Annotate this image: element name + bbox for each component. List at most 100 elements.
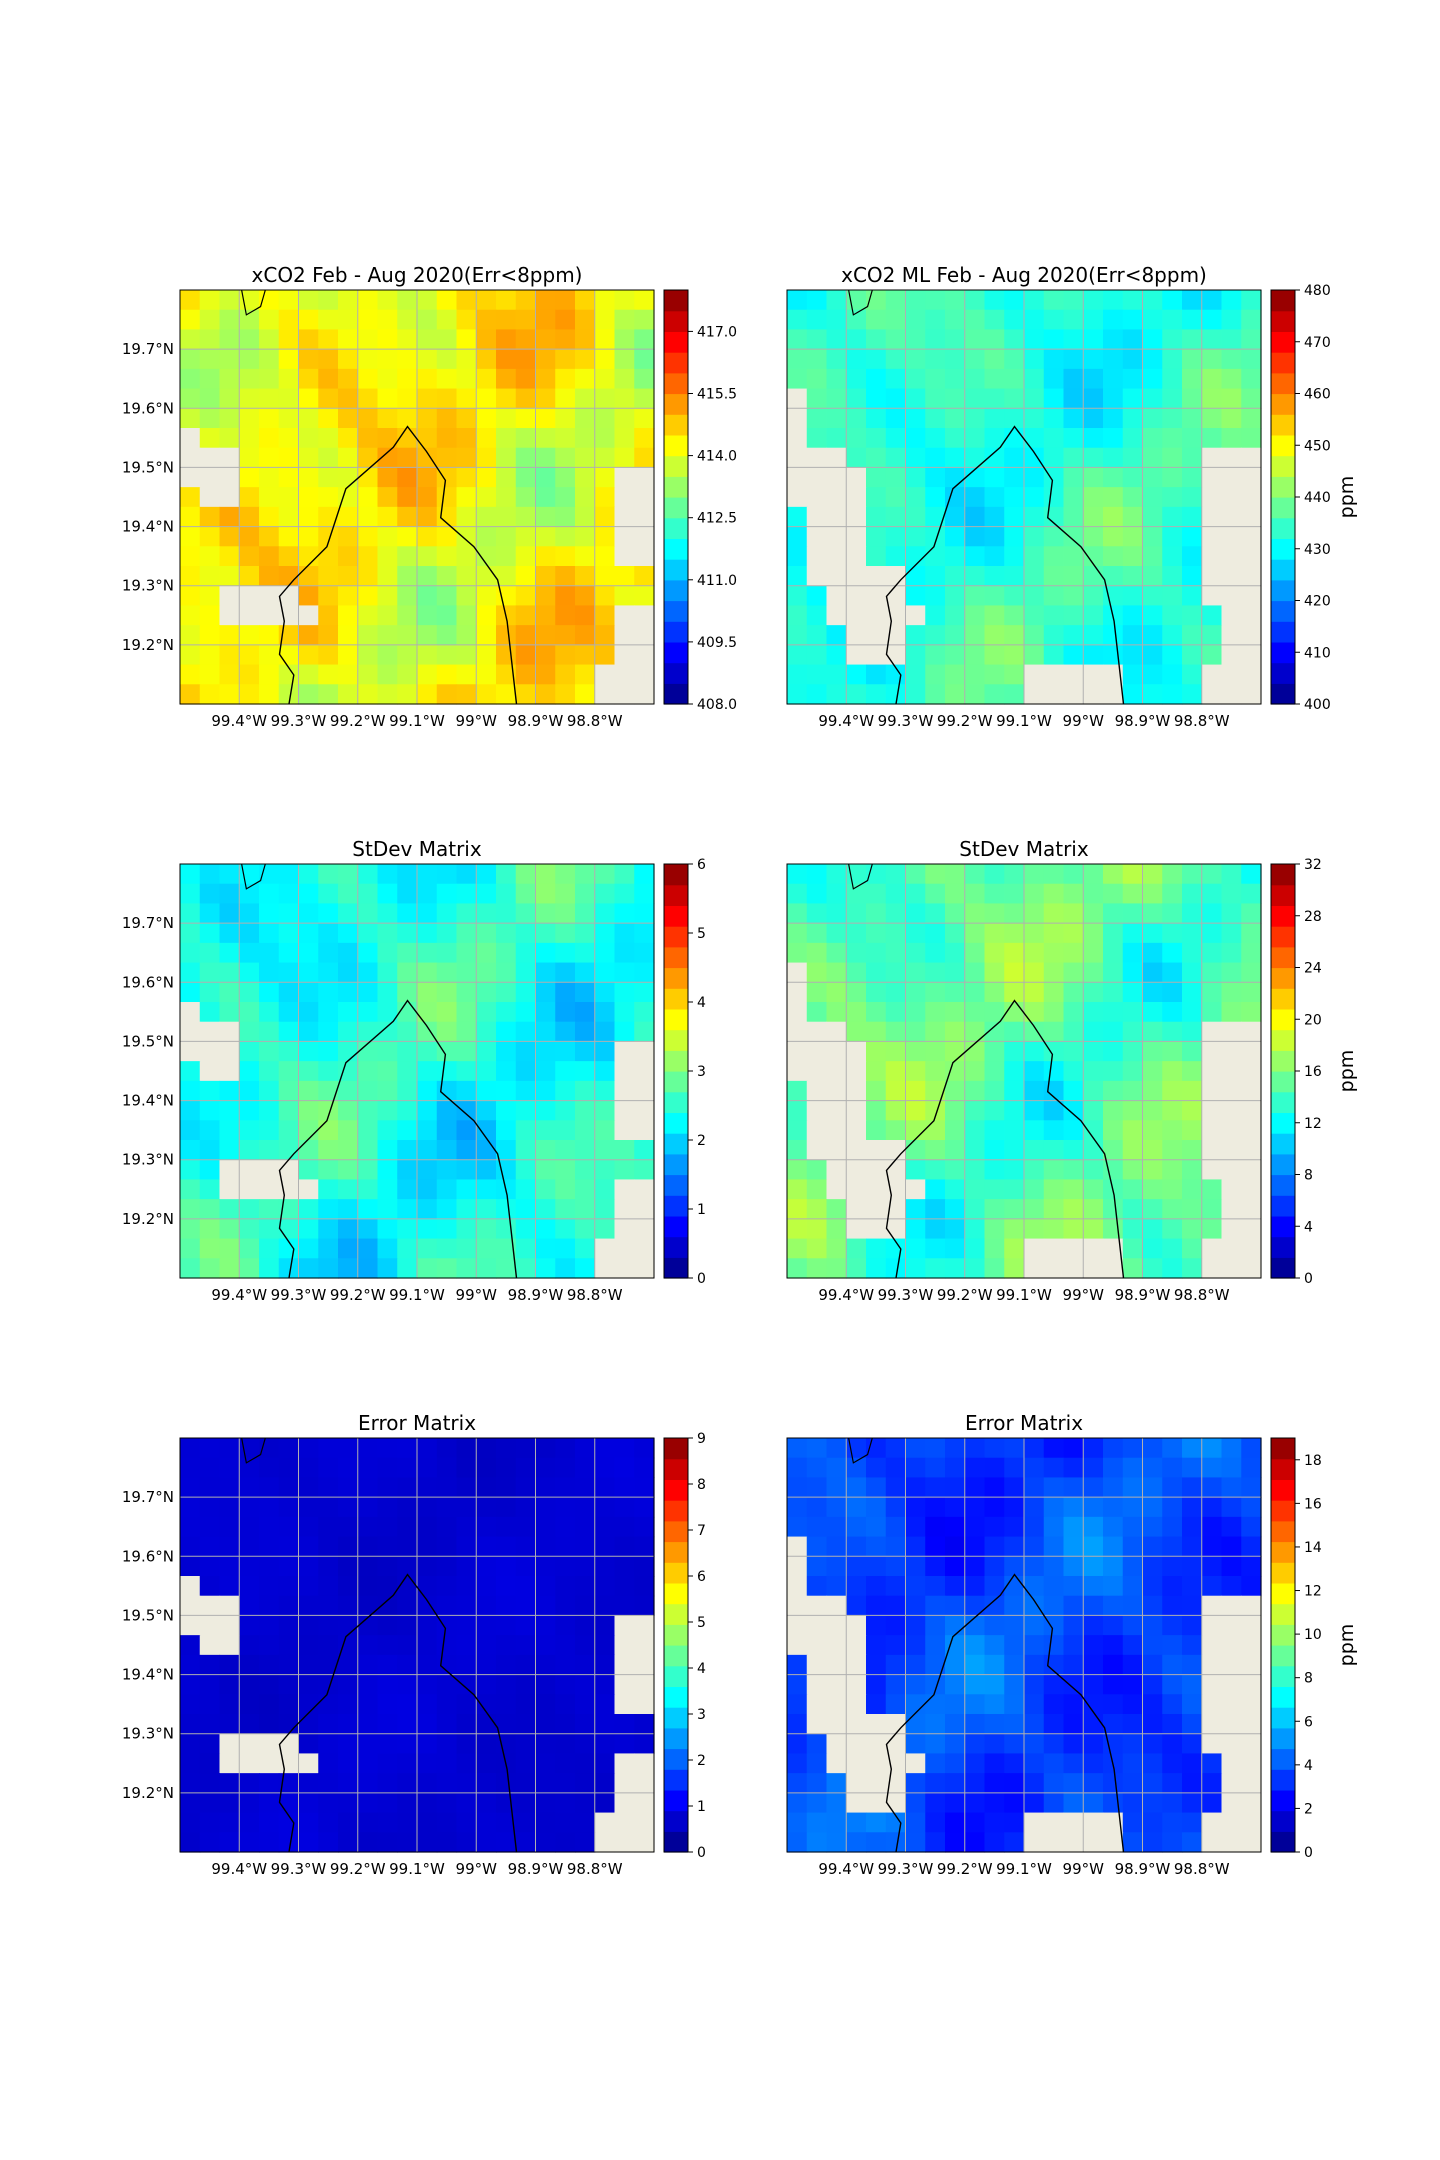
- heatmap-cell: [259, 1576, 280, 1597]
- heatmap-cell: [1241, 487, 1262, 508]
- heatmap-cell: [1201, 1021, 1223, 1043]
- heatmap-cell: [575, 1061, 596, 1082]
- heatmap-cell: [1063, 467, 1084, 488]
- heatmap-cell: [594, 1100, 616, 1121]
- heatmap-cell: [634, 1061, 655, 1082]
- heatmap-cell: [357, 962, 379, 983]
- heatmap-cells: [180, 1438, 655, 1853]
- heatmap-cell: [239, 1140, 260, 1161]
- heatmap-cell: [1083, 1218, 1104, 1240]
- heatmap-cell: [1241, 1792, 1262, 1814]
- heatmap-cell: [1241, 1497, 1262, 1518]
- heatmap-cell: [1004, 467, 1025, 488]
- colorbar-segment: [664, 864, 688, 886]
- heatmap-cell: [885, 962, 907, 983]
- heatmap-cell: [1004, 1477, 1025, 1498]
- heatmap-cell: [614, 1021, 635, 1043]
- heatmap-cell: [515, 388, 537, 409]
- heatmap-cell: [535, 1635, 556, 1656]
- heatmap-cell: [885, 1516, 907, 1538]
- heatmap-cell: [180, 428, 201, 449]
- heatmap-cell: [338, 1199, 359, 1220]
- heatmap-cell: [1201, 684, 1223, 705]
- heatmap-cell: [1122, 309, 1144, 331]
- heatmap-cell: [1162, 942, 1183, 964]
- heatmap-cell: [594, 644, 616, 666]
- heatmap-cell: [259, 526, 280, 547]
- heatmap-cell: [905, 1536, 926, 1557]
- heatmap-cell: [397, 447, 418, 469]
- heatmap-cell: [1103, 388, 1124, 409]
- heatmap-cell: [806, 1258, 828, 1279]
- heatmap-cell: [1241, 1674, 1262, 1695]
- heatmap-cell: [594, 408, 616, 429]
- heatmap-cell: [925, 1438, 946, 1459]
- heatmap-cell: [964, 1674, 986, 1695]
- heatmap-cell: [555, 923, 576, 944]
- heatmap-cell: [476, 942, 497, 964]
- heatmap-cell: [1024, 526, 1045, 547]
- heatmap-cell: [806, 1536, 828, 1557]
- heatmap-cell: [1083, 566, 1104, 587]
- heatmap-cell: [1201, 1238, 1223, 1259]
- heatmap-cell: [1024, 1536, 1045, 1557]
- heatmap-cell: [885, 1218, 907, 1240]
- heatmap-cell: [1162, 1041, 1183, 1062]
- heatmap-cell: [417, 1159, 438, 1181]
- heatmap-cell: [180, 1159, 201, 1181]
- heatmap-cell: [239, 1100, 260, 1121]
- heatmap-cell: [1122, 487, 1144, 508]
- heatmap-cell: [298, 1438, 319, 1459]
- heatmap-cell: [436, 1199, 458, 1220]
- heatmap-cell: [338, 1061, 359, 1082]
- heatmap-cell: [1063, 923, 1084, 944]
- heatmap-cell: [1004, 644, 1025, 666]
- heatmap-cell: [496, 684, 517, 705]
- heatmap-cell: [945, 1556, 966, 1577]
- heatmap-cell: [555, 903, 576, 924]
- heatmap-cell: [357, 487, 379, 508]
- heatmap-cell: [806, 1753, 828, 1774]
- heatmap-cell: [515, 1733, 537, 1755]
- heatmap-cell: [1221, 290, 1242, 311]
- heatmap-cell: [1024, 1654, 1045, 1676]
- heatmap-cell: [496, 1516, 517, 1538]
- heatmap-cell: [318, 1595, 339, 1617]
- y-tick-label: 19.3°N: [122, 577, 174, 595]
- heatmap-cell: [1201, 1536, 1223, 1557]
- heatmap-cell: [259, 1773, 280, 1794]
- heatmap-cell: [806, 605, 828, 626]
- heatmap-cell: [180, 526, 201, 547]
- heatmap-cell: [826, 506, 847, 528]
- heatmap-cell: [984, 1792, 1005, 1814]
- colorbar-segment: [664, 1438, 688, 1460]
- heatmap-cell: [377, 1238, 398, 1259]
- heatmap-cell: [199, 864, 221, 885]
- heatmap-cell: [1142, 1654, 1163, 1676]
- heatmap-cell: [1241, 883, 1262, 905]
- heatmap-cell: [634, 1258, 655, 1279]
- heatmap-cell: [1043, 923, 1065, 944]
- heatmap-cell: [219, 625, 240, 646]
- heatmap-cell: [239, 1753, 260, 1774]
- heatmap-cell: [787, 1438, 808, 1459]
- heatmap-cell: [278, 349, 300, 370]
- heatmap-cell: [885, 1438, 907, 1459]
- heatmap-cell: [1142, 1556, 1163, 1577]
- heatmap-cell: [1122, 1516, 1144, 1538]
- heatmap-cell: [377, 1159, 398, 1181]
- heatmap-cell: [259, 1812, 280, 1833]
- state-boundary: [241, 1437, 266, 1464]
- heatmap-cell: [1103, 1595, 1124, 1617]
- heatmap-cell: [357, 1100, 379, 1121]
- heatmap-cell: [905, 1199, 926, 1220]
- heatmap-cell: [806, 1179, 828, 1200]
- heatmap-cell: [1162, 1556, 1183, 1577]
- heatmap-cell: [594, 1773, 616, 1794]
- heatmap-cell: [318, 1258, 339, 1279]
- heatmap-cell: [806, 1812, 828, 1833]
- heatmap-cell: [575, 1477, 596, 1498]
- heatmap-cell: [1162, 526, 1183, 547]
- heatmap-cell: [436, 1218, 458, 1240]
- heatmap-cell: [866, 1773, 887, 1794]
